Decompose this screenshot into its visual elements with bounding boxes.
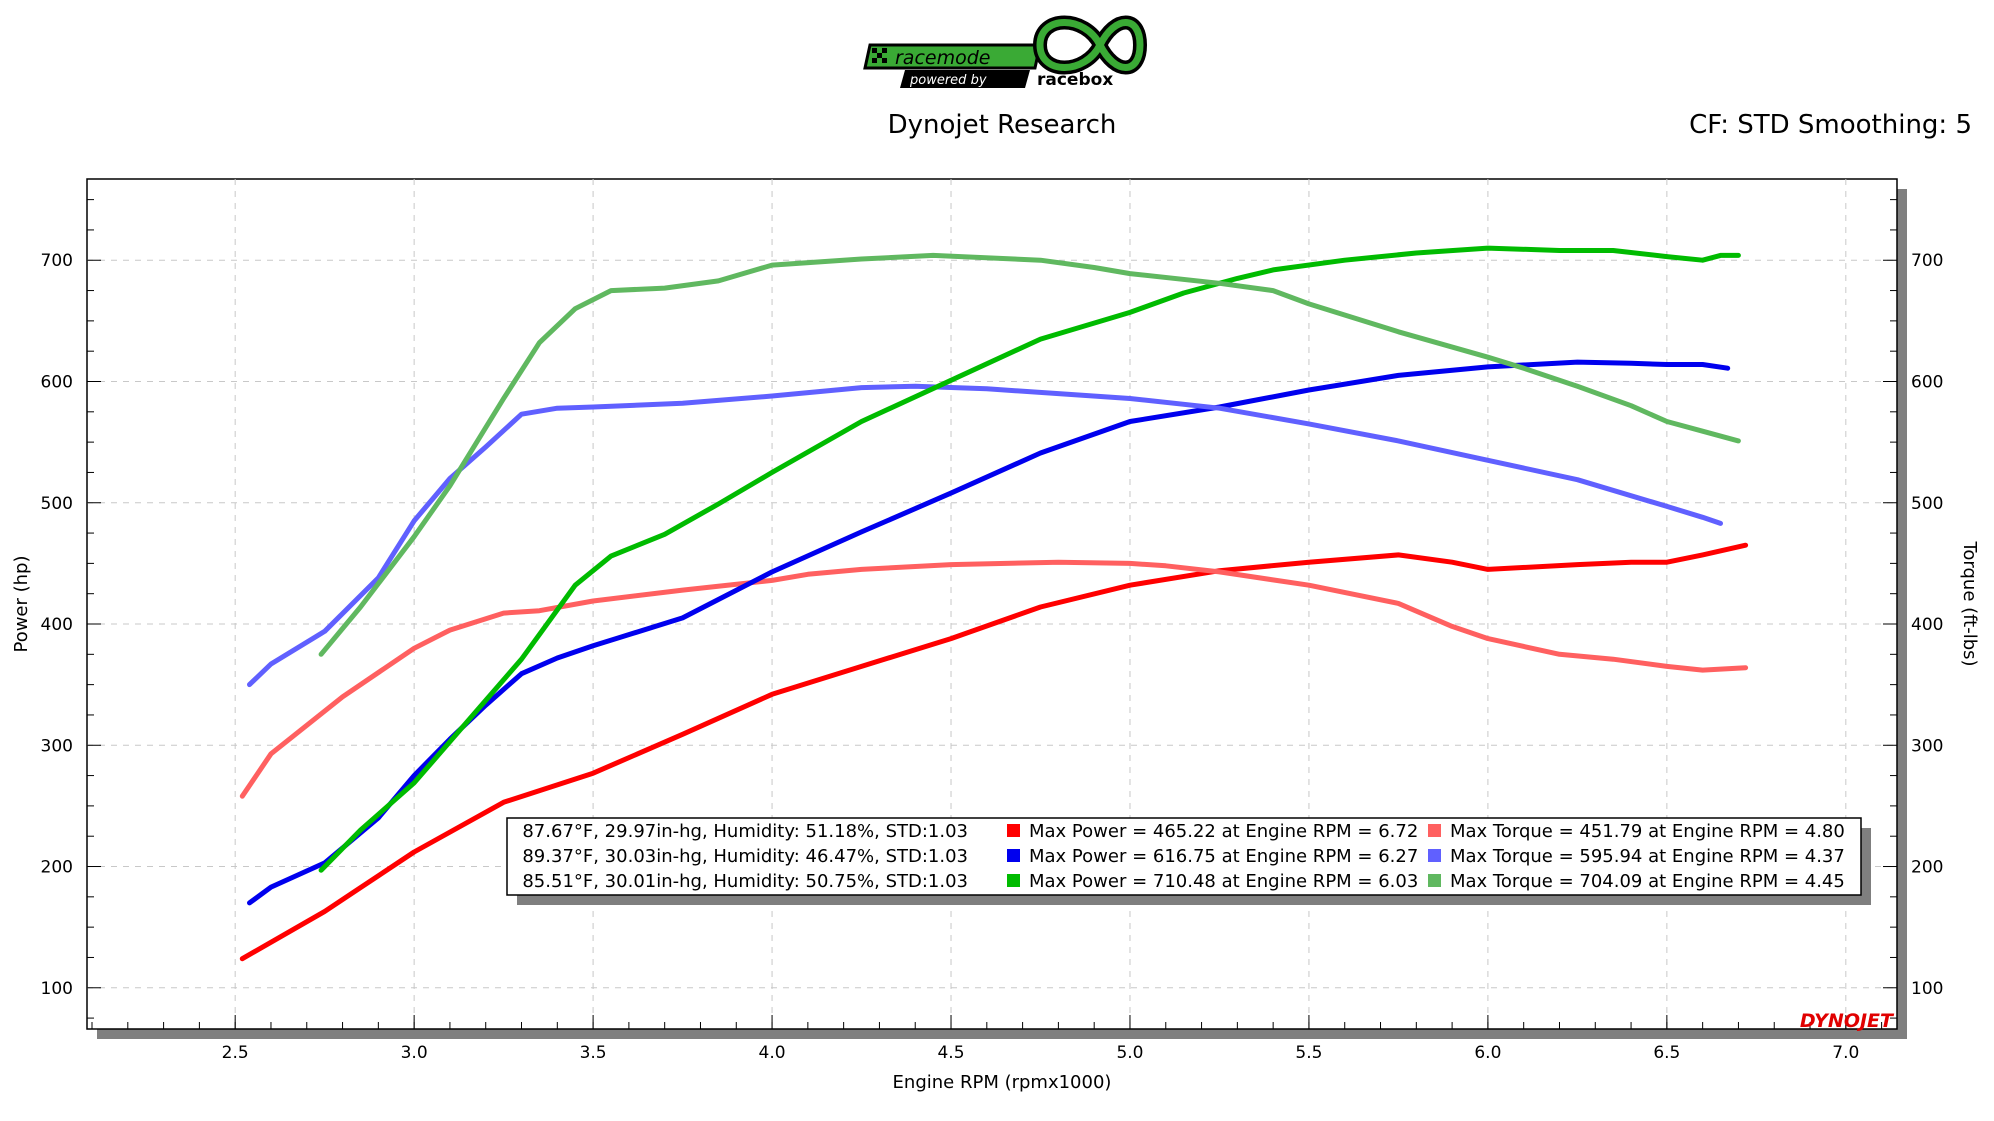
legend-max-torque: Max Torque = 704.09 at Engine RPM = 4.45 [1450,871,1845,892]
legend-torque-swatch [1428,874,1441,887]
x-tick-label: 6.0 [1474,1043,1501,1063]
y2-tick-label: 100 [1911,979,1943,999]
y-tick-label: 300 [41,736,73,756]
svg-text:racemode: racemode [895,47,990,69]
legend-conditions: 89.37°F, 30.03in-hg, Humidity: 46.47%, S… [522,846,968,867]
x-tick-label: 2.5 [222,1043,249,1063]
legend-torque-swatch [1428,824,1441,837]
legend-torque-swatch [1428,849,1441,862]
y-tick-label: 500 [41,494,73,514]
run-3-torque-line [318,252,1741,657]
y2-tick-label: 200 [1911,858,1943,878]
legend-power-swatch [1007,874,1020,887]
y-tick-label: 100 [41,979,73,999]
legend-max-torque: Max Torque = 595.94 at Engine RPM = 4.37 [1450,846,1845,867]
y2-tick-label: 500 [1911,494,1943,514]
run-3-power-line [318,245,1741,873]
x-tick-label: 3.0 [401,1043,428,1063]
y2-tick-label: 600 [1911,372,1943,392]
x-tick-label: 6.5 [1653,1043,1680,1063]
legend-max-torque: Max Torque = 451.79 at Engine RPM = 4.80 [1450,821,1845,842]
x-tick-label: 5.0 [1116,1043,1143,1063]
y2-tick-label: 300 [1911,736,1943,756]
chart-title: Dynojet Research [888,110,1117,140]
y-tick-label: 200 [41,858,73,878]
legend-power-swatch [1007,849,1020,862]
y-axis-label: Power (hp) [11,555,32,652]
settings-text: CF: STD Smoothing: 5 [1689,110,1972,140]
y2-tick-label: 700 [1911,251,1943,271]
x-tick-label: 4.5 [937,1043,964,1063]
svg-text:racebox: racebox [1037,70,1113,90]
x-tick-label: 4.0 [759,1043,786,1063]
legend-power-swatch [1007,824,1020,837]
series-lines [239,245,1749,962]
y-tick-label: 700 [41,251,73,271]
x-tick-label: 3.5 [580,1043,607,1063]
run-2-torque-line [247,383,1723,688]
y2-tick-label: 400 [1911,615,1943,635]
x-axis-label: Engine RPM (rpmx1000) [893,1072,1112,1093]
dynojet-logo: DYNOJET [1800,1010,1895,1032]
legend-max-power: Max Power = 710.48 at Engine RPM = 6.03 [1029,871,1418,892]
run-2-power-line [247,359,1731,906]
axis-ticks: 2.5 3.0 3.5 4.0 4.5 5.0 5.5 6.0 6.5 7.0 100 100 200 2… [41,199,1943,1063]
y2-axis-label: Torque (ft-lbs) [1959,540,1980,666]
legend-max-power: Max Power = 616.75 at Engine RPM = 6.27 [1029,846,1418,867]
x-tick-label: 5.5 [1295,1043,1322,1063]
run-1-power-line [239,542,1749,962]
legend: 87.67°F, 29.97in-hg, Humidity: 51.18%, S… [506,817,1871,905]
y-tick-label: 600 [41,372,73,392]
legend-conditions: 85.51°F, 30.01in-hg, Humidity: 50.75%, S… [522,871,968,892]
x-tick-label: 7.0 [1832,1043,1859,1063]
legend-conditions: 87.67°F, 29.97in-hg, Humidity: 51.18%, S… [522,821,968,842]
run-1-torque-line [239,559,1749,799]
y-tick-label: 400 [41,615,73,635]
legend-max-power: Max Power = 465.22 at Engine RPM = 6.72 [1029,821,1418,842]
racemode-logo: racemode powered by racebox [863,15,1148,90]
svg-text:powered by: powered by [909,73,987,88]
